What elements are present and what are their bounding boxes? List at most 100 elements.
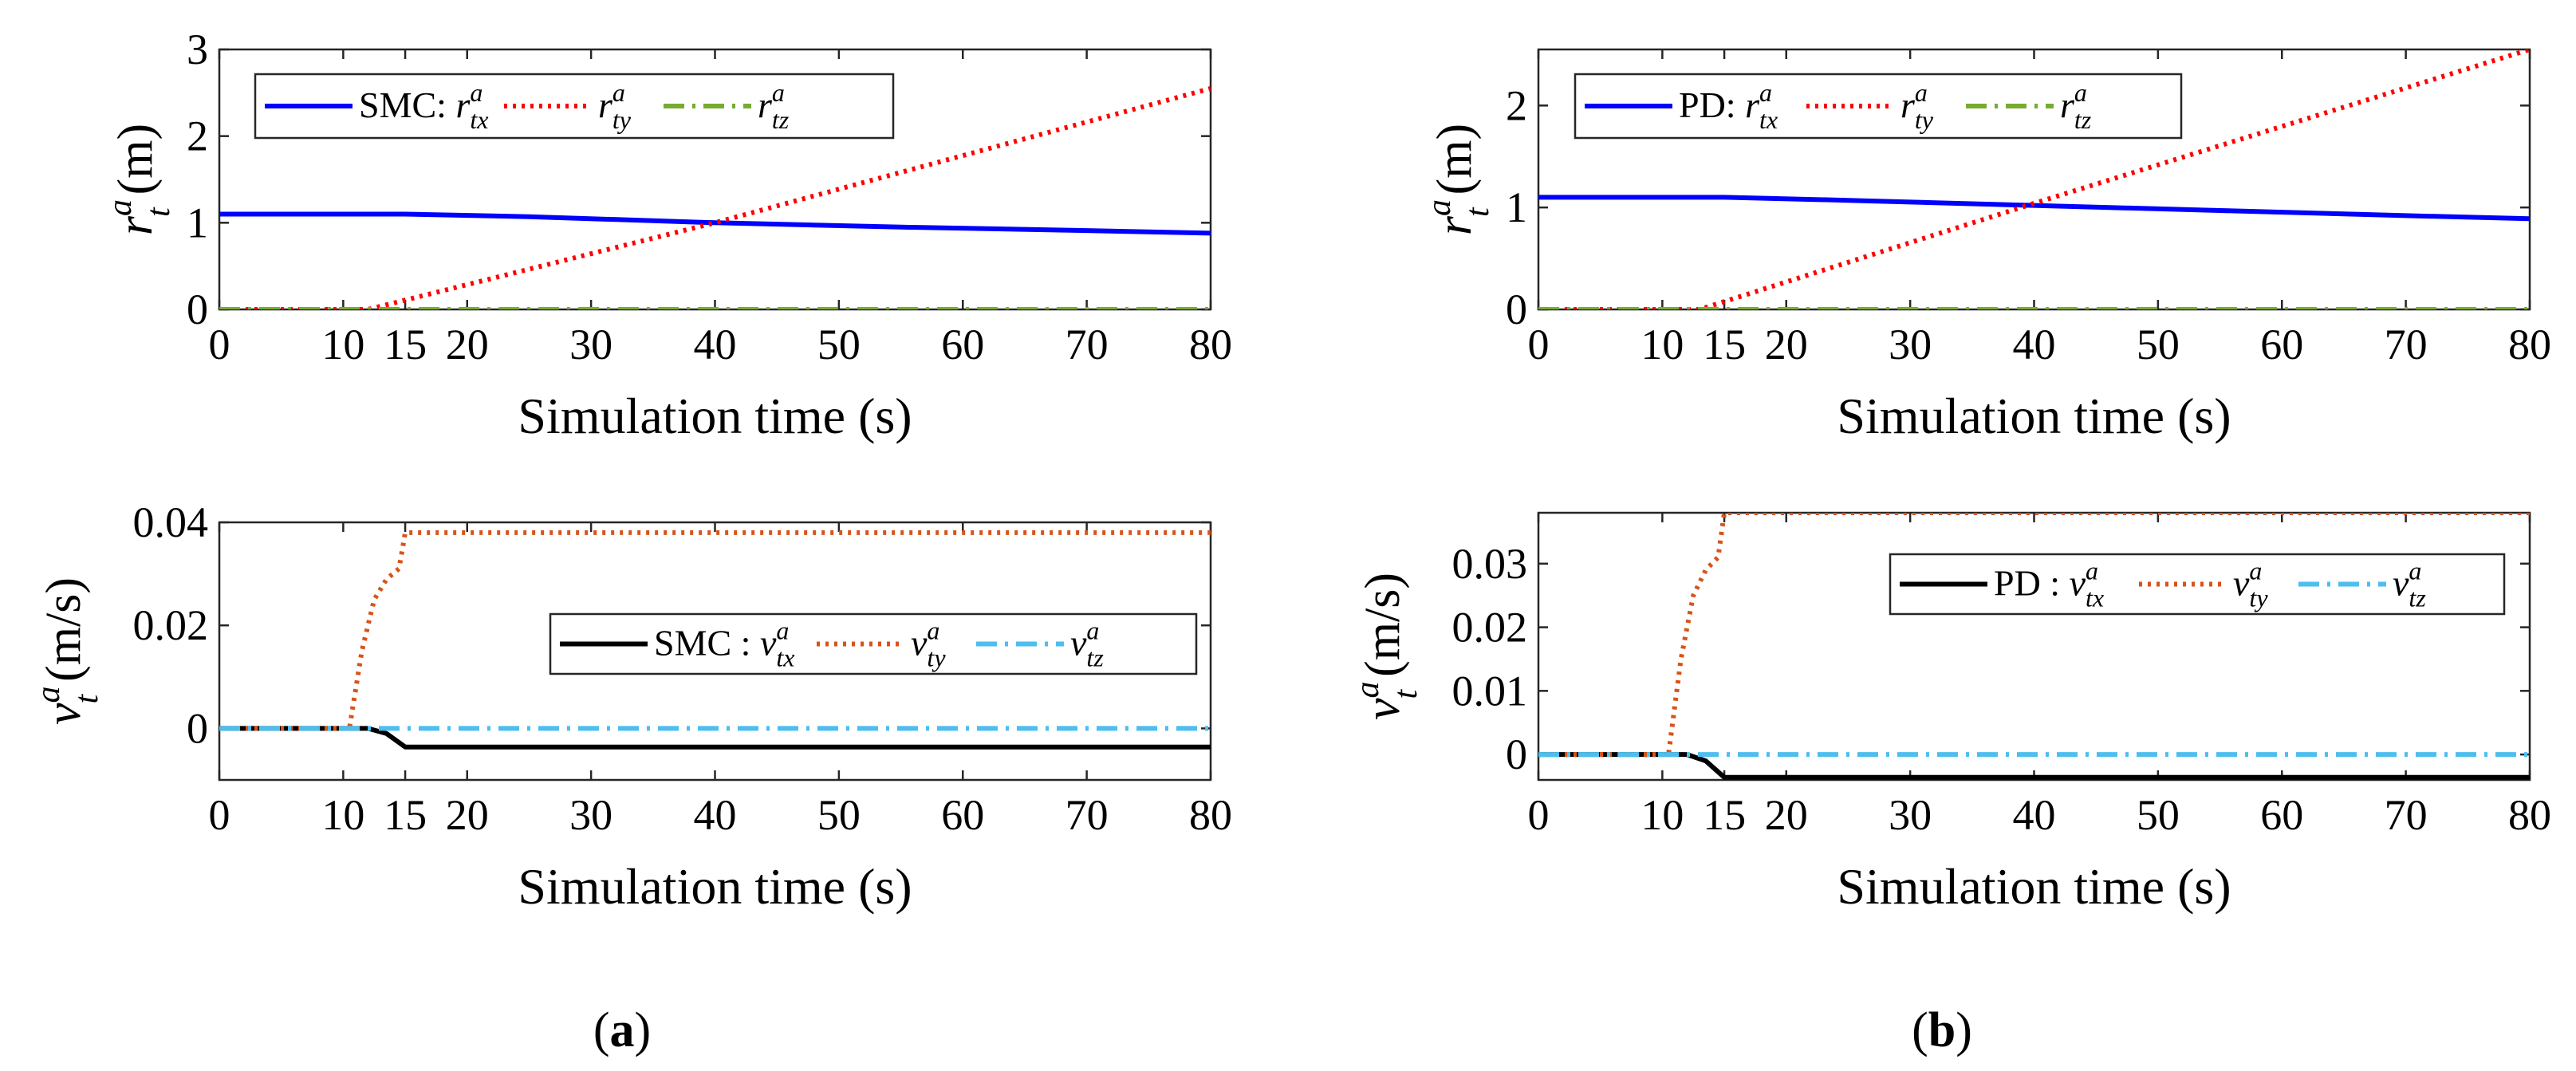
series-line-tx bbox=[219, 211, 1211, 236]
y-axis-label-unit: (m/s) bbox=[1356, 573, 1410, 677]
legend-symbol: v bbox=[760, 623, 777, 663]
y-axis-label-symbol: r bbox=[1428, 215, 1482, 235]
x-axis-label: Simulation time (s) bbox=[1837, 858, 2231, 915]
x-tick-label: 0 bbox=[209, 321, 230, 368]
chart-a-top: 0 10 15 20 30 40 50 60 70 80 0 1 2 3 Simulation time (… bbox=[102, 26, 1232, 444]
legend-symbol: v bbox=[2070, 563, 2086, 604]
legend-symbol: r bbox=[455, 85, 471, 125]
y-axis-label-sub: t bbox=[1459, 207, 1496, 217]
legend-sub: tz bbox=[2074, 105, 2092, 134]
legend-symbol: v bbox=[2233, 563, 2250, 604]
x-axis-label: Simulation time (s) bbox=[518, 388, 912, 444]
legend-prefix: SMC : bbox=[654, 623, 760, 663]
y-tick-label: 2 bbox=[187, 112, 208, 160]
x-tick-label: 20 bbox=[446, 791, 489, 839]
x-tick-label: 80 bbox=[1189, 321, 1232, 368]
x-tick-label: 70 bbox=[1065, 791, 1109, 839]
legend-sub: tx bbox=[470, 105, 488, 134]
legend-entry-tx: PD : va tx bbox=[1994, 557, 2104, 612]
x-tick-label: 40 bbox=[694, 321, 737, 368]
y-axis-label: rat (m) bbox=[1421, 124, 1496, 235]
y-axis-label: vat (m/s) bbox=[1349, 573, 1424, 720]
x-tick-label: 10 bbox=[1641, 791, 1684, 839]
legend-sup: a bbox=[2249, 557, 2262, 585]
y-axis-label-sup: a bbox=[30, 687, 67, 703]
y-axis-label: rat (m) bbox=[102, 124, 177, 235]
series-line-tx bbox=[1538, 195, 2530, 222]
y-axis-label-unit: (m) bbox=[1428, 124, 1482, 195]
series-group bbox=[219, 86, 1211, 309]
legend-symbol: r bbox=[598, 85, 613, 125]
legend: PD: ra tx ra ty ra tz bbox=[1574, 73, 2183, 140]
caption-b: (b) bbox=[1912, 1003, 1972, 1057]
y-tick-label: 1 bbox=[187, 199, 208, 246]
y-axis-label-symbol: v bbox=[1356, 698, 1410, 720]
legend-prefix: PD: bbox=[1679, 85, 1745, 125]
x-tick-label: 70 bbox=[2385, 321, 2428, 368]
legend-sup: a bbox=[927, 616, 939, 645]
x-tick-label: 30 bbox=[1889, 791, 1932, 839]
x-tick-label: 15 bbox=[384, 321, 427, 368]
series-line-ty bbox=[219, 530, 1211, 731]
legend-sup: a bbox=[776, 616, 789, 645]
legend-symbol: v bbox=[2393, 563, 2409, 604]
y-axis-label-sub: t bbox=[1388, 689, 1424, 699]
y-tick-label: 0.04 bbox=[133, 498, 209, 546]
x-axis-label: Simulation time (s) bbox=[1837, 388, 2231, 444]
legend-entry-tz: ra tz bbox=[2060, 78, 2092, 134]
x-tick-label: 80 bbox=[2508, 321, 2551, 368]
legend-sub: tz bbox=[772, 105, 790, 134]
y-tick-label: 1 bbox=[1506, 183, 1527, 231]
legend: SMC: ra tx ra ty ra tz bbox=[254, 73, 895, 140]
y-tick-label: 3 bbox=[187, 26, 208, 73]
legend-symbol: r bbox=[2060, 85, 2075, 125]
x-tick-label: 50 bbox=[817, 321, 861, 368]
legend: SMC : va tx va ty va tz bbox=[549, 612, 1198, 675]
legend-sup: a bbox=[470, 78, 483, 107]
x-tick-label: 20 bbox=[446, 321, 489, 368]
x-tick-label: 70 bbox=[1065, 321, 1109, 368]
legend-sup: a bbox=[2409, 557, 2421, 585]
legend-symbol: r bbox=[1900, 85, 1916, 125]
legend-sup: a bbox=[612, 78, 625, 107]
legend-sup: a bbox=[1086, 616, 1099, 645]
x-tick-label: 60 bbox=[2260, 321, 2303, 368]
y-tick-label: 0.03 bbox=[1452, 540, 1528, 588]
legend-sup: a bbox=[772, 78, 785, 107]
legend-sup: a bbox=[2074, 78, 2087, 107]
y-axis-label-unit: (m) bbox=[108, 124, 163, 195]
series-group bbox=[219, 530, 1211, 750]
x-tick-label: 40 bbox=[2013, 791, 2056, 839]
y-axis-label-sup: a bbox=[1349, 682, 1386, 699]
x-tick-label: 10 bbox=[321, 321, 364, 368]
legend-sub: tz bbox=[2409, 584, 2426, 612]
x-tick-label: 60 bbox=[2260, 791, 2303, 839]
x-tick-label: 20 bbox=[1765, 791, 1808, 839]
x-tick-label: 70 bbox=[2385, 791, 2428, 839]
y-tick-label: 0 bbox=[1506, 730, 1527, 778]
legend-sub: tx bbox=[2086, 584, 2104, 612]
series-group bbox=[1538, 513, 2530, 780]
legend-sup: a bbox=[2086, 557, 2098, 585]
legend-sub: tx bbox=[776, 644, 794, 672]
legend-entry-ty: ra ty bbox=[598, 78, 632, 134]
legend-box bbox=[549, 612, 1198, 675]
x-tick-label: 0 bbox=[1528, 321, 1550, 368]
legend-entry-tx: SMC : va tx bbox=[654, 616, 794, 672]
series-line-tx bbox=[219, 726, 1211, 750]
x-tick-label: 60 bbox=[941, 791, 984, 839]
legend-sub: tz bbox=[1086, 644, 1104, 672]
legend-entry-ty: va ty bbox=[2233, 557, 2268, 612]
x-axis-label: Simulation time (s) bbox=[518, 858, 912, 915]
x-tick-label: 80 bbox=[1189, 791, 1232, 839]
x-tick-label: 40 bbox=[2013, 321, 2056, 368]
legend-sub: ty bbox=[1915, 105, 1934, 134]
x-tick-label: 30 bbox=[569, 321, 612, 368]
series-group bbox=[1538, 49, 2530, 309]
axes-box bbox=[1537, 511, 2531, 782]
legend: PD : va tx va ty va tz bbox=[1889, 553, 2506, 616]
y-axis-label-sup: a bbox=[1421, 199, 1458, 216]
chart-b-top: 0 10 15 20 30 40 50 60 70 80 0 1 2 Simulation time (s… bbox=[1421, 48, 2551, 444]
y-axis-label-sup: a bbox=[102, 199, 139, 216]
x-tick-label: 10 bbox=[1641, 321, 1684, 368]
